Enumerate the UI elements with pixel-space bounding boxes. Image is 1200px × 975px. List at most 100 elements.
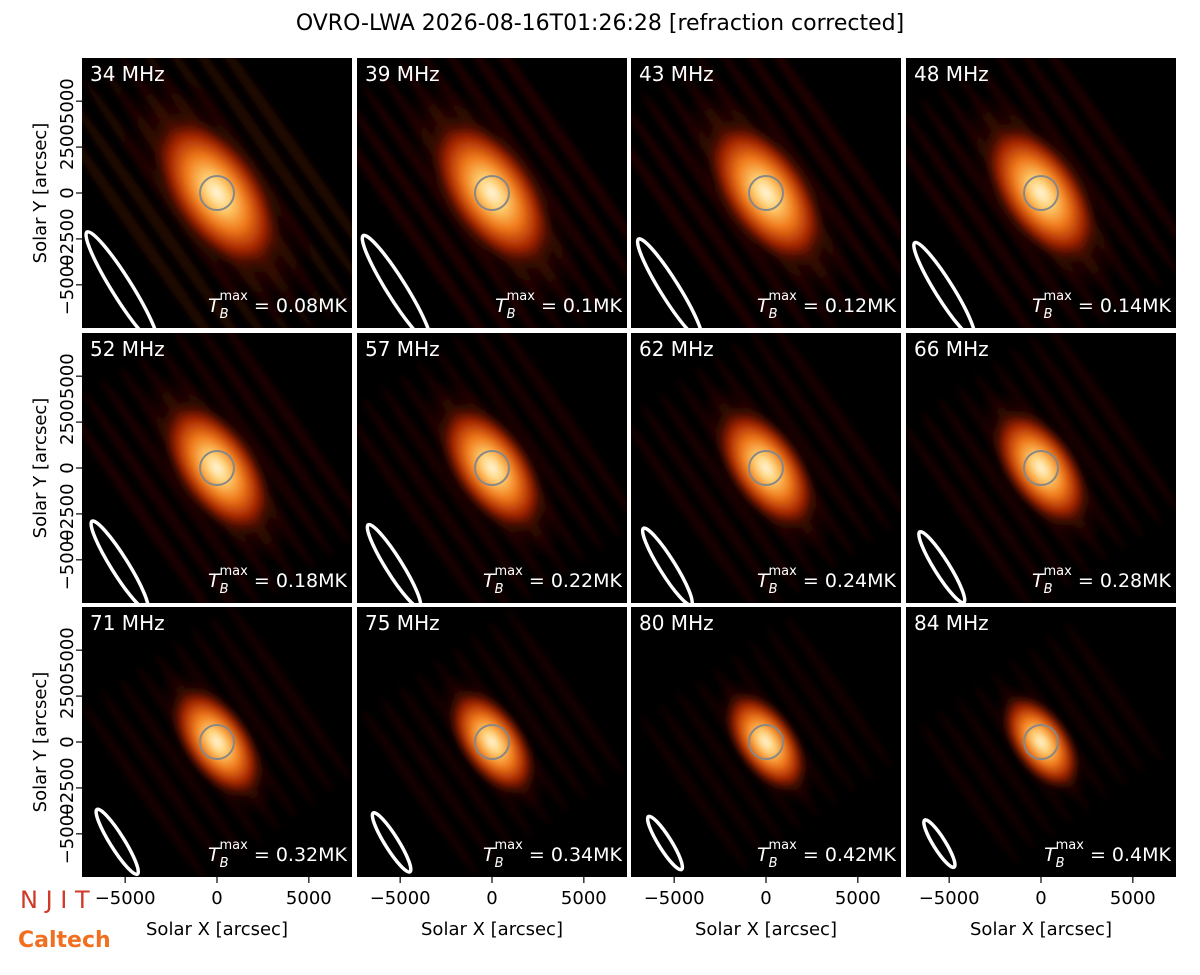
streak	[82, 104, 243, 328]
x-axis-label: Solar X [arcsec]	[146, 919, 288, 940]
beam	[922, 818, 957, 870]
panel	[357, 58, 627, 328]
streak	[1028, 334, 1163, 526]
panel	[906, 58, 1176, 328]
tb-sub: B	[220, 856, 229, 871]
tb-text: = 0.28MK	[1072, 570, 1172, 592]
panel-label: 71 MHz	[90, 611, 165, 635]
x-tick-label: 5000	[835, 888, 881, 909]
tb-text: = 0.22MK	[523, 570, 623, 592]
streak	[100, 690, 226, 870]
streak	[640, 715, 748, 870]
tb-sub: B	[220, 307, 229, 322]
y-tick-label: −2500	[57, 483, 78, 544]
panel-label: 34 MHz	[90, 62, 165, 86]
core	[989, 405, 1093, 531]
solar-disk	[1023, 724, 1059, 760]
y-axis-label: Solar Y [arcsec]	[30, 672, 51, 813]
core	[445, 685, 539, 799]
source	[361, 608, 623, 876]
streak	[749, 58, 901, 270]
tb-max: TBmax = 0.32MK	[208, 838, 348, 871]
logo-njit: N J I T	[20, 886, 90, 914]
streak	[487, 621, 605, 788]
panel	[357, 333, 627, 603]
streak	[748, 333, 892, 532]
source	[357, 333, 627, 603]
tb-sup: max	[769, 289, 798, 304]
streak	[357, 110, 514, 328]
streak	[208, 614, 334, 794]
tb-text: = 0.24MK	[797, 570, 897, 592]
beam	[635, 237, 704, 328]
y-tick-label: −2500	[57, 208, 78, 269]
solar-disk	[474, 175, 510, 211]
solar-disk	[199, 175, 235, 211]
tb-symbol: T	[495, 295, 508, 317]
y-tick-label: −5000	[57, 803, 78, 864]
figure-title: OVRO-LWA 2026-08-16T01:26:28 [refraction…	[296, 11, 904, 36]
solar-disk	[748, 724, 784, 760]
y-tick-label: 0	[57, 462, 78, 473]
streak	[452, 58, 627, 289]
streak	[937, 709, 1037, 851]
streak	[1027, 646, 1127, 788]
tb-sup: max	[507, 289, 536, 304]
x-axis-label: Solar X [arcsec]	[970, 919, 1112, 940]
tb-max: TBmax = 0.08MK	[208, 289, 348, 322]
core	[426, 112, 558, 274]
tb-sup: max	[220, 289, 249, 304]
solar-disk	[748, 450, 784, 486]
streak	[730, 341, 874, 545]
tb-sub: B	[507, 307, 516, 322]
y-axis-label: Solar Y [arcsec]	[30, 398, 51, 539]
streak	[118, 678, 244, 857]
core	[148, 110, 286, 276]
x-tick-label: 0	[211, 888, 222, 909]
tb-sub: B	[1044, 582, 1053, 597]
source	[631, 58, 901, 328]
x-tick-label: 0	[1035, 888, 1046, 909]
solar-disk	[1023, 175, 1059, 211]
streak	[361, 709, 479, 876]
tb-sub: B	[220, 582, 229, 597]
tb-text: = 0.32MK	[248, 844, 348, 866]
streak	[658, 703, 766, 857]
y-tick-label: −5000	[57, 529, 78, 590]
streak	[190, 627, 316, 806]
beam	[640, 526, 694, 603]
tb-sup: max	[1056, 838, 1085, 853]
streak	[82, 391, 244, 603]
beam	[360, 233, 433, 328]
panel	[906, 607, 1176, 877]
y-axis-label: Solar Y [arcsec]	[30, 123, 51, 264]
streak	[82, 703, 208, 877]
streak	[357, 97, 532, 328]
streak	[470, 58, 627, 276]
tb-sub: B	[769, 582, 778, 597]
beam	[917, 529, 967, 603]
tb-text: = 0.14MK	[1072, 295, 1172, 317]
tb-sup: max	[495, 838, 524, 853]
logo-caltech: Caltech	[18, 928, 111, 953]
panel	[82, 607, 352, 877]
solar-disk	[199, 450, 235, 486]
panel	[631, 333, 901, 603]
streak	[906, 122, 1054, 328]
x-tick-label: 0	[486, 888, 497, 909]
tb-max: TBmax = 0.14MK	[1032, 289, 1172, 322]
y-tick-label: 2500	[57, 673, 78, 719]
streak	[1063, 621, 1163, 762]
y-tick-label: 5000	[57, 78, 78, 124]
y-tick-label: −5000	[57, 254, 78, 315]
streak	[955, 696, 1055, 838]
streak	[919, 410, 1054, 602]
streak	[1010, 58, 1176, 276]
tb-max: TBmax = 0.18MK	[208, 564, 348, 597]
core	[702, 115, 830, 271]
panel-label: 48 MHz	[914, 62, 989, 86]
core	[167, 682, 267, 802]
x-tick-label: −5000	[644, 888, 705, 909]
panel	[82, 58, 352, 328]
streak	[640, 404, 784, 603]
